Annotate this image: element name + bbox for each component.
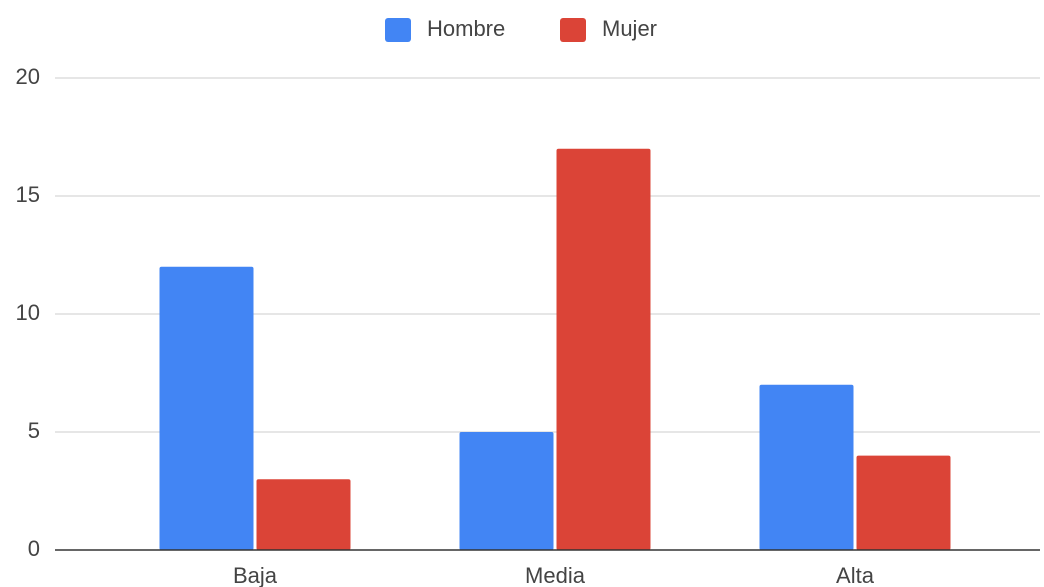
bar bbox=[459, 432, 554, 550]
y-tick-label: 15 bbox=[16, 182, 40, 207]
bar bbox=[856, 455, 951, 550]
x-tick-label: Alta bbox=[836, 563, 875, 587]
legend-swatch bbox=[560, 18, 586, 42]
legend-swatch bbox=[385, 18, 411, 42]
x-tick-label: Baja bbox=[233, 563, 278, 587]
legend-label: Mujer bbox=[602, 16, 657, 41]
bar bbox=[159, 266, 254, 550]
x-tick-label: Media bbox=[525, 563, 586, 587]
y-tick-label: 5 bbox=[28, 418, 40, 443]
bar bbox=[556, 148, 651, 551]
legend-label: Hombre bbox=[427, 16, 505, 41]
y-tick-label: 10 bbox=[16, 300, 40, 325]
y-tick-label: 0 bbox=[28, 536, 40, 561]
bar bbox=[759, 384, 854, 550]
y-tick-label: 20 bbox=[16, 64, 40, 89]
bar bbox=[256, 479, 351, 550]
